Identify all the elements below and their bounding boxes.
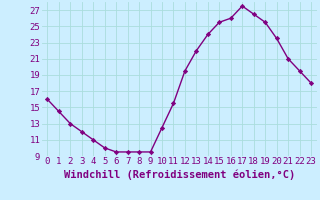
X-axis label: Windchill (Refroidissement éolien,°C): Windchill (Refroidissement éolien,°C) xyxy=(64,169,295,180)
